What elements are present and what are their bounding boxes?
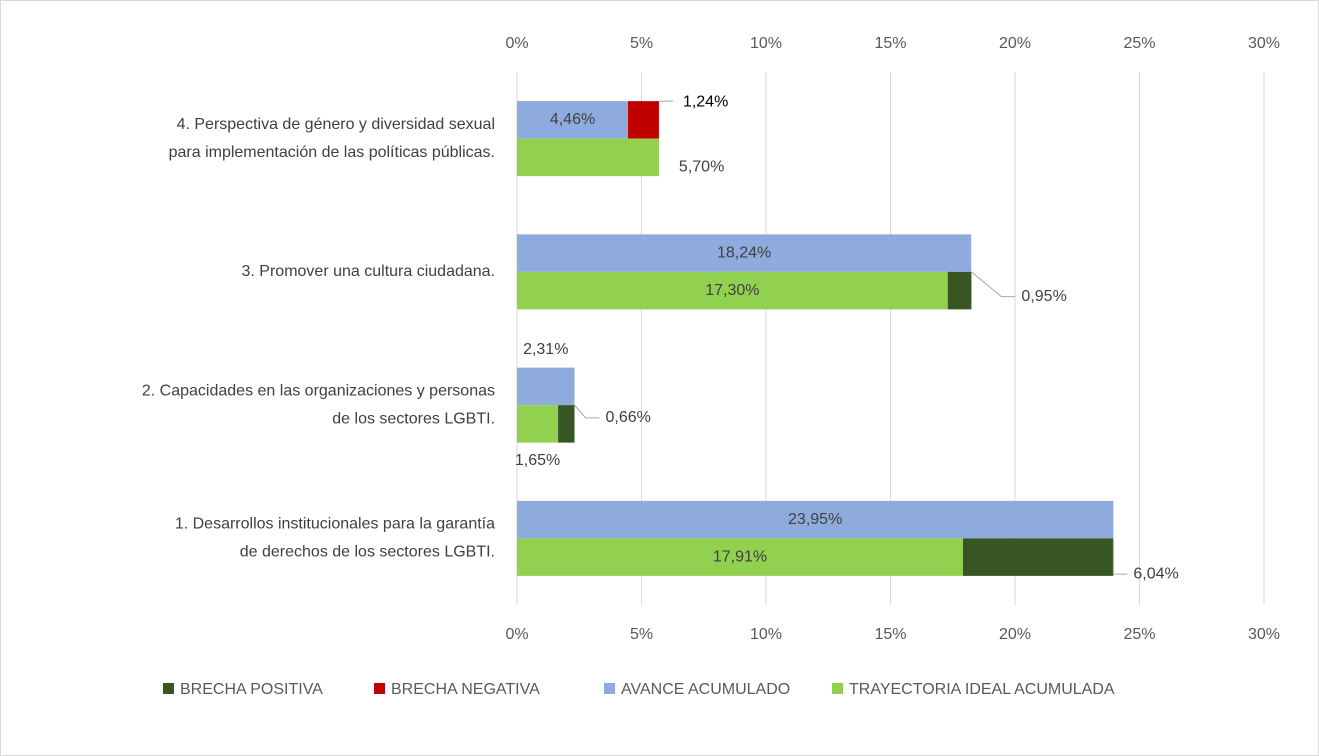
bar	[628, 101, 659, 139]
bar	[517, 101, 629, 139]
bar	[517, 405, 559, 443]
x-tick-label-top: 20%	[999, 35, 1031, 52]
legend-swatch	[374, 683, 385, 694]
data-label: 5,70%	[679, 159, 724, 176]
x-tick-label-top: 30%	[1248, 35, 1280, 52]
category-label: 3. Promover una cultura ciudadana.	[242, 263, 495, 280]
data-label: 6,04%	[1133, 565, 1178, 582]
data-label: 18,24%	[717, 244, 771, 261]
bar	[962, 538, 1114, 576]
leader-line	[1112, 538, 1128, 575]
x-tick-label-top: 0%	[505, 35, 528, 52]
bar	[517, 271, 948, 310]
x-tick-label-top: 25%	[1123, 35, 1155, 52]
data-label: 0,66%	[606, 409, 651, 426]
bar	[517, 138, 659, 177]
data-label: 2,31%	[523, 341, 568, 358]
category-label: 2. Capacidades en las organizaciones y p…	[142, 382, 495, 399]
legend-label: TRAYECTORIA IDEAL ACUMULADA	[849, 681, 1115, 698]
x-tick-label: 0%	[505, 626, 528, 643]
x-tick-label-top: 15%	[874, 35, 906, 52]
legend-swatch	[832, 683, 843, 694]
data-label: 17,91%	[713, 548, 767, 565]
bar	[947, 271, 972, 310]
x-tick-label: 20%	[999, 626, 1031, 643]
leader-line	[971, 271, 1016, 298]
bar	[517, 500, 1114, 539]
x-tick-label: 15%	[874, 626, 906, 643]
category-label: para implementación de las políticas púb…	[169, 144, 495, 161]
x-tick-label: 5%	[630, 626, 653, 643]
legend-label: AVANCE ACUMULADO	[621, 681, 790, 698]
data-label: 1,65%	[515, 452, 560, 469]
category-label: de derechos de los sectores LGBTI.	[240, 544, 495, 561]
x-tick-label: 25%	[1123, 626, 1155, 643]
x-tick-label: 30%	[1248, 626, 1280, 643]
category-label: de los sectores LGBTI.	[332, 410, 495, 427]
legend-label: BRECHA POSITIVA	[180, 681, 323, 698]
x-tick-label: 10%	[750, 626, 782, 643]
legend-label: BRECHA NEGATIVA	[391, 681, 540, 698]
bar	[517, 234, 972, 272]
legend-swatch	[604, 683, 615, 694]
data-label: 17,30%	[705, 282, 759, 299]
leader-line	[574, 404, 600, 419]
category-label: 4. Perspectiva de género y diversidad se…	[177, 116, 495, 133]
bar	[517, 367, 575, 406]
data-label: 0,95%	[1021, 288, 1066, 305]
bar	[558, 405, 575, 443]
legend-swatch	[163, 683, 174, 694]
data-label: 23,95%	[788, 511, 842, 528]
category-label: 1. Desarrollos institucionales para la g…	[175, 516, 495, 533]
data-label: 4,46%	[550, 111, 595, 128]
x-tick-label-top: 5%	[630, 35, 653, 52]
bar	[517, 538, 963, 576]
data-label: 1,24%	[683, 93, 728, 110]
x-tick-label-top: 10%	[750, 35, 782, 52]
